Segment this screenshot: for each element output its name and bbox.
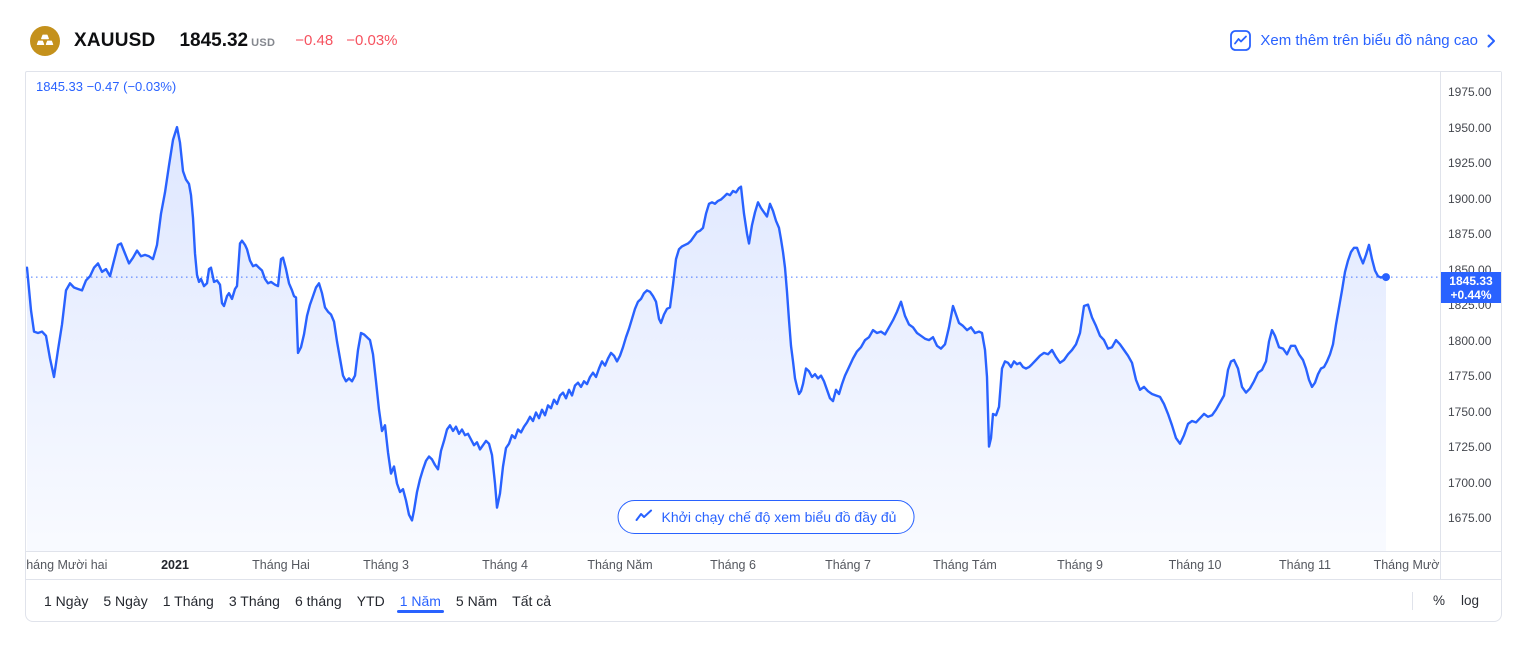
log-scale-button[interactable]: log: [1460, 593, 1479, 608]
range-button-6[interactable]: 1 Năm: [396, 580, 445, 621]
advanced-chart-link-label: Xem thêm trên biểu đồ nâng cao: [1260, 32, 1478, 49]
price-changes: −0.48 −0.03%: [295, 32, 397, 49]
price-axis-label: 1925.00: [1448, 156, 1492, 170]
price-axis-label: 1800.00: [1448, 333, 1492, 348]
toolbar-right-group: % log: [1411, 591, 1487, 610]
chart-legend: 1845.33 −0.47 (−0.03%): [36, 79, 177, 94]
price-axis[interactable]: 1845.33 +0.44% 1975.00 1950.00 1925.00 1900…: [1440, 72, 1501, 551]
gold-bars-icon: [30, 25, 60, 56]
symbol-group: XAUUSD 1845.32 USD −0.48 −0.03%: [30, 25, 398, 56]
price-axis-label: 1775.00: [1448, 369, 1492, 383]
price-axis-label: 1750.00: [1448, 404, 1492, 419]
range-button-7[interactable]: 5 Năm: [455, 592, 498, 609]
chart-row: 1845.33 −0.47 (−0.03%) Khởi chạy chế độ …: [26, 72, 1501, 551]
area-chart-icon: [1230, 30, 1252, 51]
price-axis-label: 1950.00: [1448, 120, 1492, 135]
symbol-currency: USD: [251, 36, 276, 49]
time-axis-label: Tháng Năm: [587, 558, 653, 572]
bottom-toolbar: 1 Ngày 5 Ngày 1 Tháng 3 Tháng 6 tháng YTD 1 Nă…: [26, 579, 1501, 621]
price-badge: 1845.33 +0.44%: [1441, 272, 1501, 303]
time-axis-label: Tháng Tám: [933, 558, 997, 572]
advanced-chart-link[interactable]: Xem thêm trên biểu đồ nâng cao: [1230, 30, 1496, 51]
chart-widget: 1845.33 −0.47 (−0.03%) Khởi chạy chế độ …: [25, 71, 1502, 622]
time-axis[interactable]: Tháng Mười hai 2021 Tháng Hai Tháng 3 Tháng …: [26, 551, 1501, 579]
price-group: 1845.32 USD: [179, 30, 275, 52]
chart-plot-area[interactable]: 1845.33 −0.47 (−0.03%) Khởi chạy chế độ …: [26, 72, 1440, 551]
range-button-8[interactable]: Tất cả: [512, 592, 552, 609]
price-badge-percent: +0.44%: [1450, 287, 1492, 302]
price-change: −0.48: [295, 32, 334, 49]
time-axis-label: Tháng 10: [1168, 558, 1222, 572]
time-axis-label: 2021: [161, 558, 189, 572]
time-axis-labels: Tháng Mười hai 2021 Tháng Hai Tháng 3 Tháng …: [26, 552, 1440, 579]
range-buttons: 1 Ngày 5 Ngày 1 Tháng 3 Tháng 6 tháng YTD 1 Nă…: [43, 580, 565, 621]
symbol-name: XAUUSD: [74, 29, 156, 51]
range-button-1[interactable]: 5 Ngày: [103, 592, 148, 609]
percent-scale-button[interactable]: %: [1432, 593, 1445, 608]
time-axis-label: Tháng 7: [825, 558, 871, 572]
launch-full-chart-button[interactable]: Khởi chạy chế độ xem biểu đồ đầy đủ: [617, 500, 915, 534]
range-button-3[interactable]: 3 Tháng: [228, 592, 280, 609]
last-point-dot: [1382, 273, 1390, 282]
time-axis-label: Tháng 11: [1279, 558, 1331, 572]
price-badge-value: 1845.33: [1449, 273, 1493, 288]
time-axis-label: Tháng 6: [710, 558, 756, 572]
price-change-percent: −0.03%: [346, 32, 398, 49]
time-axis-label: Tháng 4: [482, 558, 528, 572]
price-line: [26, 125, 1388, 522]
range-button-2[interactable]: 1 Tháng: [162, 592, 214, 609]
time-axis-label: Tháng Mười hai: [26, 558, 108, 572]
header: XAUUSD 1845.32 USD −0.48 −0.03% Xem thêm…: [0, 10, 1526, 71]
price-axis-label: 1700.00: [1448, 475, 1492, 490]
symbol-price: 1845.32: [179, 29, 249, 51]
chevron-right-icon: [1487, 34, 1496, 48]
zigzag-line-icon: [635, 509, 653, 525]
price-axis-label: 1675.00: [1448, 511, 1492, 525]
price-axis-label: 1975.00: [1448, 85, 1492, 99]
area-fill: [27, 127, 1386, 551]
range-button-4[interactable]: 6 tháng: [294, 592, 342, 609]
range-button-5[interactable]: YTD: [356, 592, 385, 609]
price-chart-svg: [26, 125, 1440, 551]
time-axis-label: Tháng Mười hai: [1373, 558, 1440, 572]
toolbar-divider: [1411, 591, 1413, 610]
range-button-0[interactable]: 1 Ngày: [44, 592, 89, 609]
time-axis-label: Tháng Hai: [252, 558, 310, 572]
price-axis-label: 1875.00: [1448, 227, 1492, 241]
price-axis-label: 1725.00: [1448, 440, 1492, 454]
time-axis-corner: [1440, 552, 1501, 579]
time-axis-label: Tháng 9: [1057, 558, 1103, 572]
time-axis-label: Tháng 3: [363, 558, 409, 572]
price-axis-label: 1900.00: [1448, 191, 1492, 206]
launch-full-chart-label: Khởi chạy chế độ xem biểu đồ đầy đủ: [661, 509, 897, 525]
